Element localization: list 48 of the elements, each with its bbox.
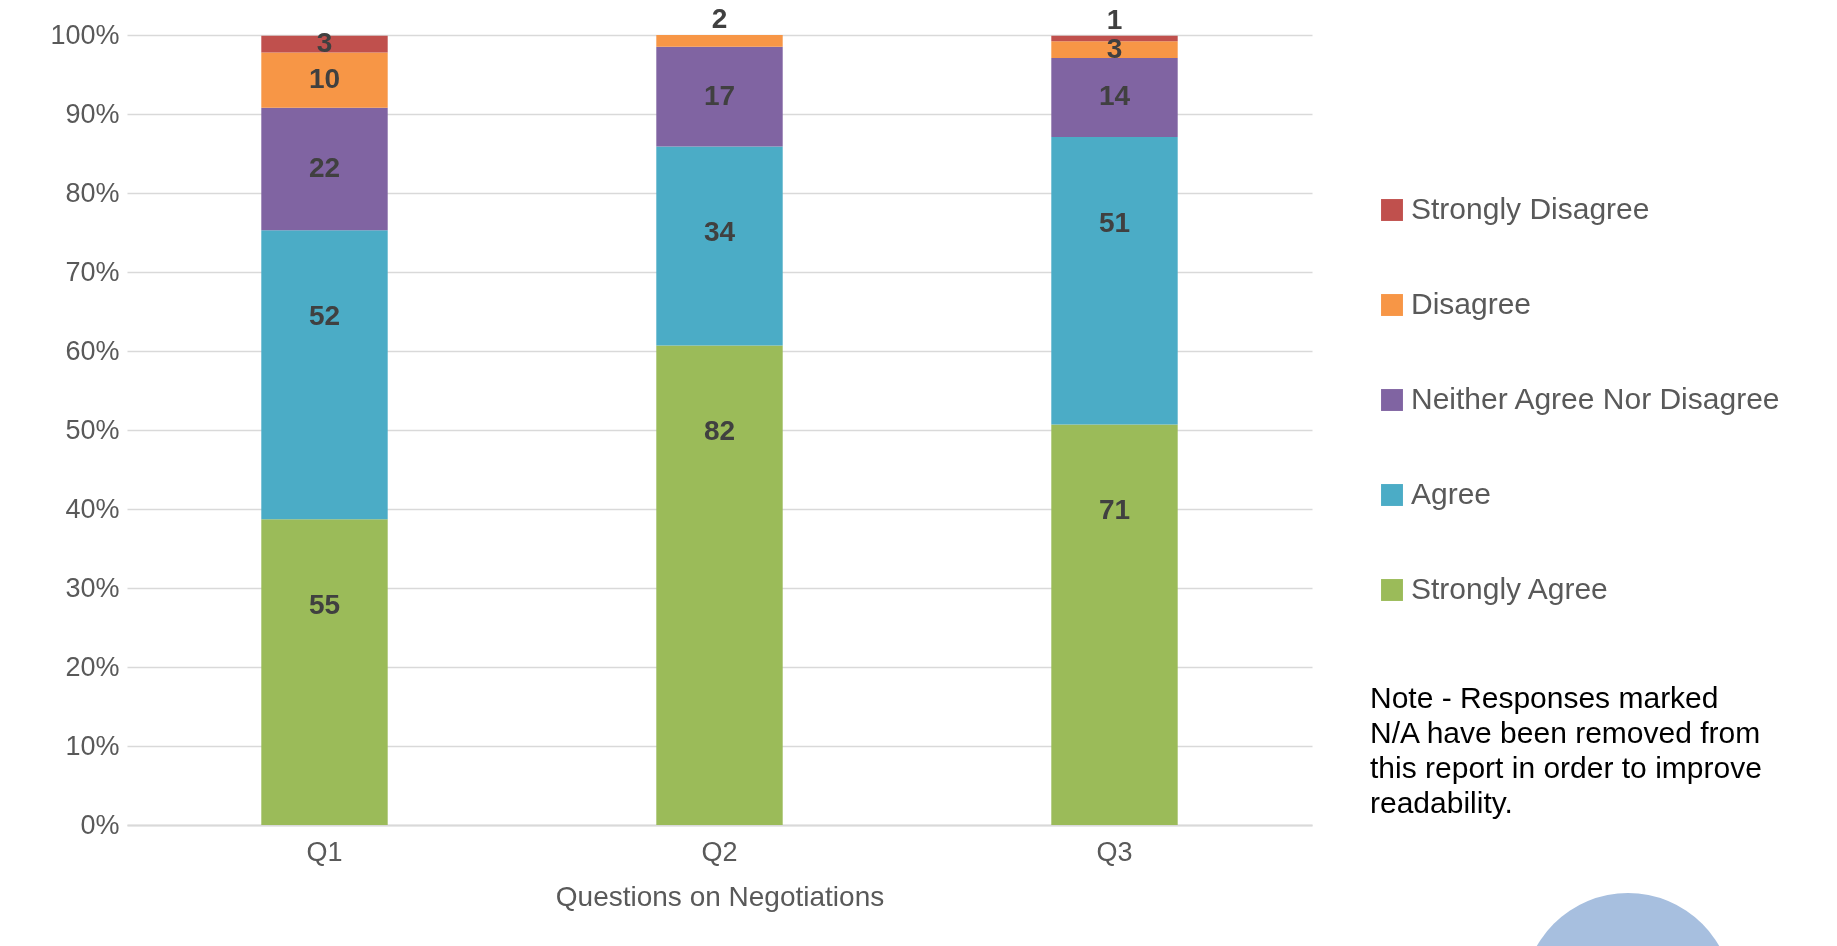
annotation: 10 <box>308 63 341 95</box>
annotation: 1 <box>1106 3 1123 35</box>
annotation: 22 <box>308 151 341 183</box>
x-tick-label: Q3 <box>1096 836 1133 867</box>
bar <box>261 519 388 825</box>
x-axis-title: Questions on Negotiations <box>555 880 885 912</box>
legend-label: Strongly Agree <box>1411 572 1608 605</box>
y-tick-label: 10% <box>65 730 120 761</box>
bar <box>261 35 388 53</box>
bar <box>656 345 783 825</box>
y-tick-label: 60% <box>65 335 120 366</box>
annotation: 3 <box>1106 32 1123 64</box>
bar <box>656 35 783 47</box>
x-tick-label: Q1 <box>306 836 343 867</box>
legend-label: Agree <box>1411 477 1492 510</box>
annotation: 51 <box>1098 206 1131 238</box>
annotation: 52 <box>308 300 341 332</box>
annotation: 17 <box>703 79 736 111</box>
legend-label: Disagree <box>1411 287 1532 320</box>
y-tick-label: 70% <box>65 256 120 287</box>
x-tick-label: Q2 <box>701 836 738 867</box>
annotation: 71 <box>1098 494 1131 526</box>
bar <box>1051 57 1178 137</box>
annotation: 3 <box>316 27 333 59</box>
bar <box>1051 424 1178 825</box>
y-tick-label: 0% <box>80 809 120 840</box>
text: Note - Responses marked N/A have been removed from this report in order to improve readability. <box>1370 680 1763 820</box>
y-tick-label: 100% <box>50 19 120 50</box>
annotation: 34 <box>703 216 736 248</box>
annotation: 55 <box>308 589 341 621</box>
legend-label: Neither Agree Nor Disagree <box>1411 382 1780 415</box>
legend-label: Strongly Disagree <box>1411 192 1650 225</box>
y-tick-label: 80% <box>65 177 120 208</box>
y-tick-label: 50% <box>65 414 120 445</box>
y-tick-label: 20% <box>65 651 120 682</box>
annotation: 14 <box>1098 80 1131 112</box>
bar <box>261 230 388 520</box>
bar <box>1051 41 1178 58</box>
bar <box>261 52 388 108</box>
annotation: 82 <box>703 415 736 447</box>
bar <box>656 146 783 346</box>
y-tick-label: 90% <box>65 98 120 129</box>
bar <box>261 107 388 231</box>
y-tick-label: 30% <box>65 572 120 603</box>
bar <box>656 46 783 147</box>
bar <box>1051 136 1178 425</box>
annotation: 2 <box>711 3 728 34</box>
y-tick-label: 40% <box>65 493 120 524</box>
